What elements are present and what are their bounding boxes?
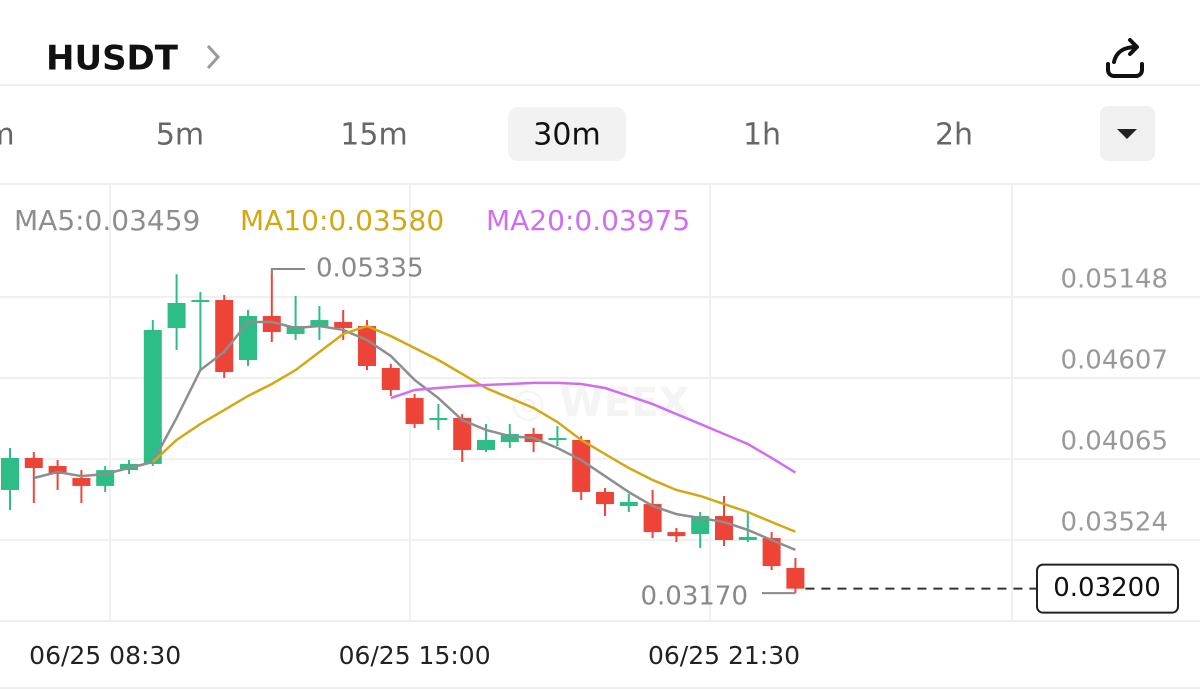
chevron[interactable] [206, 44, 221, 70]
y-tick-label: 0.04607 [1060, 345, 1168, 375]
candle-body [72, 478, 91, 486]
x-tick-label: 06/25 15:00 [339, 641, 491, 670]
candle-body [643, 504, 662, 533]
dropdown-arrow [1117, 129, 1137, 139]
interval-tabs: m 5m 15m 30m 1h 2h [0, 107, 973, 161]
candle-body [619, 501, 638, 507]
high-leader [271, 267, 305, 275]
candle-body [572, 439, 591, 492]
last-price-box [1036, 563, 1179, 614]
x-tick-label: 06/25 08:30 [29, 641, 181, 670]
tab[interactable]: 5m [156, 118, 204, 153]
candle-body [762, 538, 781, 567]
tab[interactable]: 2h [935, 118, 973, 153]
candle-body [262, 316, 281, 333]
candle-body [405, 398, 424, 424]
candle-body [167, 302, 186, 328]
chart: 0.03524 0.04065 0.04607 0.05148 06/25 08:30 0… [0, 204, 1200, 670]
y-tick-label: 0.05148 [1060, 264, 1168, 294]
x-tick-label: 06/25 21:30 [648, 641, 800, 670]
candle-body [215, 299, 234, 373]
candle-body [453, 417, 472, 451]
last-price-label: 0.03200 [1053, 573, 1161, 603]
candle-body [548, 438, 567, 441]
low-label: 0.03170 [640, 582, 748, 612]
candle-body [24, 457, 43, 468]
candle-body [596, 491, 614, 505]
tab[interactable]: 15m [340, 118, 407, 153]
candle-body [738, 537, 757, 540]
ma-line [151, 324, 796, 533]
ma-legend: MA10:0.03580 [240, 204, 444, 237]
candle-body [286, 326, 305, 334]
tab[interactable]: 1h [743, 118, 781, 153]
y-tick-label: 0.03524 [1060, 508, 1168, 538]
high-label: 0.05335 [316, 253, 424, 283]
candle-body [786, 567, 805, 589]
tab-selected-bg [508, 107, 626, 161]
candle-body [691, 516, 710, 535]
ma-line [33, 320, 796, 552]
candle-body [500, 433, 519, 443]
tab[interactable]: 30m [533, 118, 600, 153]
candle-body [191, 299, 210, 302]
candle-body [715, 516, 733, 540]
pair-title[interactable]: HUSDT [46, 39, 179, 79]
share-arrow [1112, 38, 1139, 64]
candle-body [667, 532, 686, 537]
ma-legend: MA5:0.03459 [14, 204, 200, 237]
candle-body [1, 457, 19, 490]
tab[interactable]: m [0, 118, 15, 153]
y-tick-label: 0.04065 [1060, 427, 1168, 457]
share-tray [1106, 62, 1144, 78]
candle-body [358, 326, 376, 367]
candle-body [429, 417, 448, 421]
candle-body [143, 329, 162, 464]
candle-body [477, 439, 495, 451]
candle-body [334, 321, 353, 328]
ma-line [390, 381, 797, 474]
candle-body [381, 367, 400, 390]
candle-body [48, 466, 67, 474]
ma-legend: MA20:0.03975 [486, 204, 690, 237]
share-icon[interactable] [1106, 38, 1144, 78]
candle-body [310, 320, 329, 327]
